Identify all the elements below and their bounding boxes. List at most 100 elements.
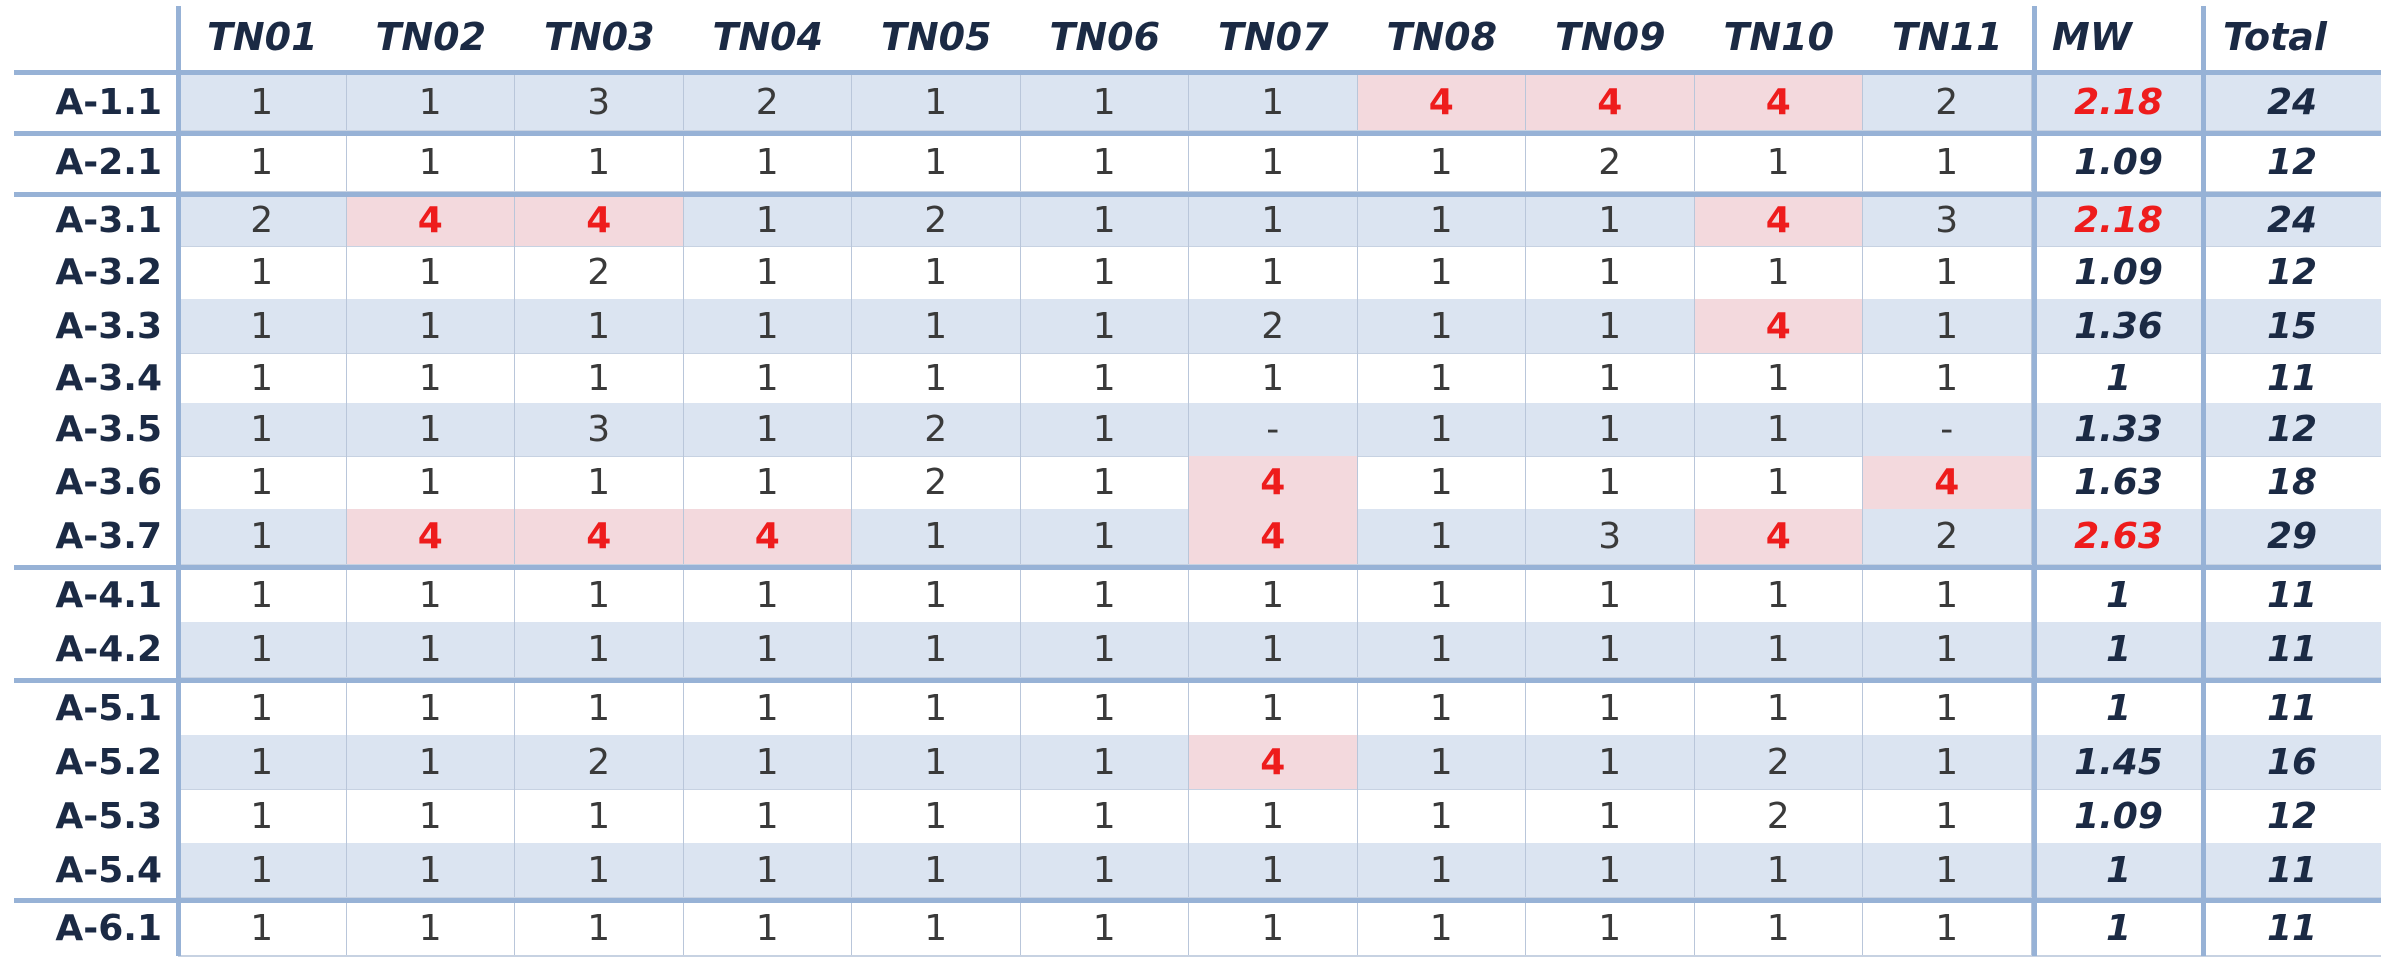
table-cell: 1 — [1358, 299, 1526, 353]
mw-cell: 1 — [2105, 629, 2132, 670]
table-cell: 1 — [1358, 246, 1526, 299]
mw-cell: 2.18 — [2074, 200, 2163, 241]
table-cell: 2 — [1695, 789, 1863, 843]
table-cell: 1 — [515, 789, 684, 843]
table-cell: 1 — [852, 735, 1021, 789]
table-cell: 2 — [515, 246, 684, 299]
table-cell: 1 — [684, 789, 852, 843]
table-cell: 1 — [178, 568, 347, 622]
table-cell: 4 — [1694, 509, 1863, 564]
table-cell: 4 — [515, 195, 684, 246]
table-cell: 1 — [1526, 246, 1695, 299]
mw-cell: 1 — [2105, 907, 2132, 949]
mw-cell: 2.63 — [2074, 516, 2163, 557]
table-cell: 4 — [346, 195, 515, 246]
row-band — [178, 622, 2381, 677]
row-separator — [178, 191, 2381, 192]
table-cell: 1 — [515, 622, 684, 677]
table-cell: 1 — [1189, 622, 1358, 677]
table-cell: 1 — [684, 901, 852, 955]
column-header: TN03 — [543, 15, 655, 59]
row-label: A-5.4 — [55, 849, 162, 891]
table-cell: 1 — [1021, 134, 1189, 191]
table-cell: 1 — [1189, 681, 1358, 735]
row-label: A-1.1 — [55, 81, 162, 123]
row-separator — [178, 246, 2381, 247]
table-cell: 1 — [1358, 134, 1526, 191]
table-cell: 1 — [1358, 843, 1526, 897]
table-cell: 2 — [852, 456, 1021, 509]
table-cell: 1 — [1863, 735, 2032, 789]
mw-cell: 1.36 — [2074, 305, 2163, 347]
table-cell: 1 — [515, 901, 684, 955]
row-separator — [178, 897, 2381, 898]
table-cell: 1 — [684, 456, 852, 509]
total-cell: 11 — [2266, 574, 2318, 616]
table-cell: 1 — [1021, 622, 1189, 677]
table-cell: 1 — [684, 568, 852, 622]
table-cell: 1 — [1695, 622, 1863, 677]
table-cell: 1 — [1526, 353, 1695, 403]
column-divider — [176, 6, 181, 956]
table-cell: 1 — [684, 403, 852, 456]
table-cell: 1 — [347, 901, 515, 955]
table-cell: 1 — [178, 134, 347, 191]
table-cell: 1 — [347, 74, 515, 130]
column-header: TN09 — [1554, 15, 1666, 59]
table-cell: - — [1863, 403, 2032, 456]
row-label: A-3.4 — [55, 357, 162, 399]
total-cell: 12 — [2266, 252, 2318, 293]
table-cell: 1 — [1695, 843, 1863, 897]
table-cell: 1 — [852, 901, 1021, 955]
table-cell: 1 — [852, 681, 1021, 735]
row-separator — [178, 789, 2381, 790]
table-cell: - — [1189, 403, 1358, 456]
total-cell: 11 — [2266, 849, 2318, 891]
table-cell: 1 — [1189, 568, 1358, 622]
table-cell: 1 — [852, 134, 1021, 191]
row-label: A-5.1 — [55, 687, 162, 729]
table-cell: 1 — [515, 299, 684, 353]
table-cell: 1 — [1021, 403, 1189, 456]
table-cell: 1 — [1358, 509, 1526, 564]
mw-cell: 1.33 — [2074, 409, 2163, 450]
table-cell: 1 — [1695, 403, 1863, 456]
table-cell: 1 — [347, 353, 515, 403]
table-cell: 2 — [684, 74, 852, 130]
table-cell: 2 — [1695, 735, 1863, 789]
table-cell: 2 — [1863, 509, 2032, 564]
table-cell: 1 — [1358, 403, 1526, 456]
table-cell: 1 — [178, 789, 347, 843]
table-cell: 1 — [1863, 901, 2032, 955]
table-cell: 1 — [684, 681, 852, 735]
table-cell: 1 — [178, 622, 347, 677]
row-separator — [178, 564, 2381, 565]
table-cell: 1 — [1358, 735, 1526, 789]
mw-cell: 1 — [2105, 357, 2132, 399]
table-cell: 3 — [1863, 195, 2032, 246]
group-divider — [14, 192, 2381, 197]
table-cell: 1 — [684, 195, 852, 246]
table-cell: 1 — [178, 353, 347, 403]
row-label: A-6.1 — [55, 907, 162, 949]
row-label: A-3.2 — [55, 252, 162, 293]
total-cell: 11 — [2266, 629, 2318, 670]
group-divider — [14, 565, 2381, 570]
mw-cell: 1 — [2105, 849, 2132, 891]
table-cell: 1 — [178, 735, 347, 789]
table-cell: 2 — [515, 735, 684, 789]
column-header: TN04 — [712, 15, 824, 59]
table-cell: 1 — [1526, 901, 1695, 955]
table-cell: 1 — [347, 134, 515, 191]
column-header: TN08 — [1386, 15, 1498, 59]
table-cell: 1 — [1021, 735, 1189, 789]
table-cell: 2 — [852, 403, 1021, 456]
table-cell: 1 — [1863, 353, 2032, 403]
table-cell: 2 — [1863, 74, 2032, 130]
table-cell: 1 — [178, 403, 347, 456]
table-bottom-line — [178, 955, 2381, 957]
row-label: A-4.1 — [55, 574, 162, 616]
table-cell: 1 — [515, 134, 684, 191]
table-cell: 1 — [1863, 681, 2032, 735]
table-cell: 1 — [852, 622, 1021, 677]
